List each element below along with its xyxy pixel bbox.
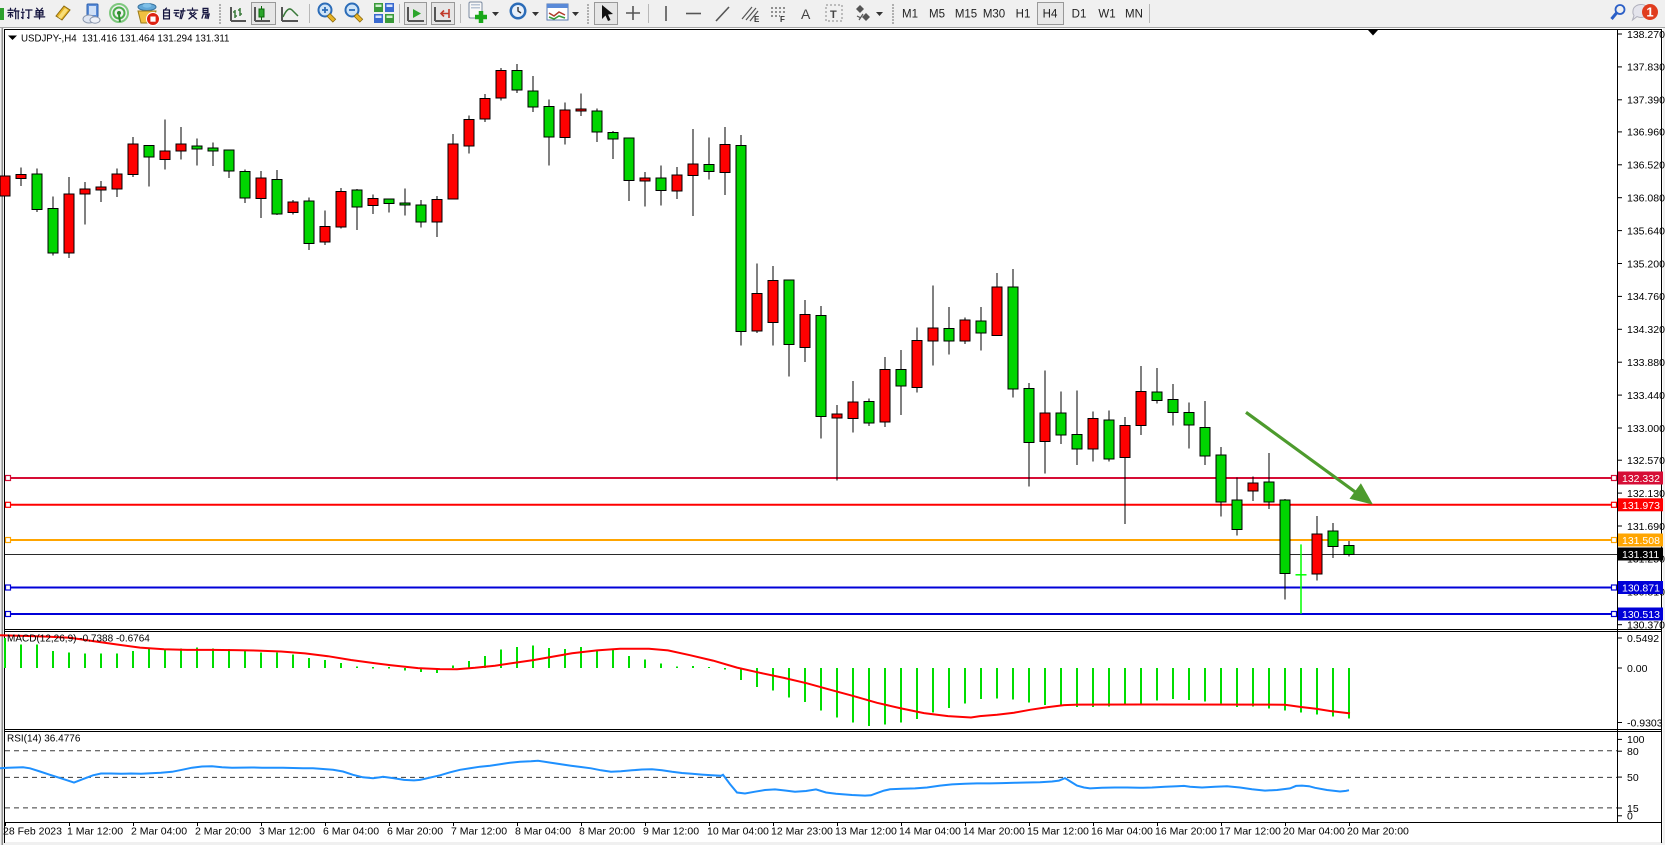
svg-text:100: 100 (1627, 734, 1645, 746)
svg-text:135.200: 135.200 (1627, 258, 1665, 270)
svg-text:12 Mar 23:00: 12 Mar 23:00 (771, 826, 833, 838)
svg-text:17 Mar 12:00: 17 Mar 12:00 (1219, 826, 1281, 838)
svg-text:15: 15 (1627, 803, 1639, 815)
svg-text:132.130: 132.130 (1627, 488, 1665, 500)
svg-text:1 Mar 12:00: 1 Mar 12:00 (67, 826, 123, 838)
svg-text:3 Mar 12:00: 3 Mar 12:00 (259, 826, 315, 838)
svg-text:2 Mar 20:00: 2 Mar 20:00 (195, 826, 251, 838)
svg-text:13 Mar 12:00: 13 Mar 12:00 (835, 826, 897, 838)
svg-text:H4: H4 (1043, 9, 1058, 21)
svg-text:0.00: 0.00 (1627, 663, 1648, 675)
svg-text:D1: D1 (1072, 9, 1087, 21)
svg-text:134.760: 134.760 (1627, 291, 1665, 303)
svg-text:20 Mar 04:00: 20 Mar 04:00 (1283, 826, 1345, 838)
svg-text:136.520: 136.520 (1627, 160, 1665, 172)
svg-text:131.508: 131.508 (1622, 535, 1660, 547)
svg-text:28 Feb 2023: 28 Feb 2023 (3, 826, 62, 838)
svg-text:1: 1 (1646, 5, 1653, 20)
svg-text:133.880: 133.880 (1627, 357, 1665, 369)
svg-text:131.973: 131.973 (1622, 500, 1660, 512)
svg-text:E: E (754, 15, 760, 24)
svg-text:M5: M5 (929, 9, 945, 21)
svg-text:133.000: 133.000 (1627, 423, 1665, 435)
svg-text:MACD(12,26,9) -0.7388 -0.6764: MACD(12,26,9) -0.7388 -0.6764 (7, 634, 150, 645)
svg-text:130.370: 130.370 (1627, 620, 1665, 632)
svg-text:16 Mar 04:00: 16 Mar 04:00 (1091, 826, 1153, 838)
svg-text:20 Mar 20:00: 20 Mar 20:00 (1347, 826, 1409, 838)
svg-text:0: 0 (1627, 811, 1633, 823)
svg-text:132.332: 132.332 (1622, 473, 1660, 485)
svg-text:134.320: 134.320 (1627, 324, 1665, 336)
svg-text:F: F (780, 15, 785, 24)
svg-text:9 Mar 12:00: 9 Mar 12:00 (643, 826, 699, 838)
svg-text:131.311: 131.311 (1622, 549, 1659, 561)
svg-text:14 Mar 04:00: 14 Mar 04:00 (899, 826, 961, 838)
svg-text:-0.9303: -0.9303 (1627, 717, 1663, 729)
svg-text:131.690: 131.690 (1627, 521, 1665, 533)
svg-text:2 Mar 04:00: 2 Mar 04:00 (131, 826, 187, 838)
svg-text:USDJPY-,H4 131.416 131.464 13: USDJPY-,H4 131.416 131.464 131.294 131.3… (21, 34, 229, 45)
svg-text:137.830: 137.830 (1627, 62, 1665, 74)
svg-text:MN: MN (1125, 9, 1143, 21)
svg-text:133.440: 133.440 (1627, 390, 1665, 402)
svg-text:132.570: 132.570 (1627, 455, 1665, 467)
svg-text:7 Mar 12:00: 7 Mar 12:00 (451, 826, 507, 838)
svg-text:M1: M1 (902, 9, 918, 21)
svg-text:137.390: 137.390 (1627, 95, 1665, 107)
svg-text:0.5492: 0.5492 (1627, 633, 1659, 645)
svg-text:6 Mar 04:00: 6 Mar 04:00 (323, 826, 379, 838)
svg-text:130.513: 130.513 (1622, 609, 1660, 621)
svg-text:80: 80 (1627, 746, 1639, 758)
svg-text:T: T (830, 9, 837, 21)
svg-text:130.871: 130.871 (1622, 583, 1660, 595)
svg-text:135.640: 135.640 (1627, 225, 1665, 237)
svg-text:8 Mar 04:00: 8 Mar 04:00 (515, 826, 571, 838)
svg-text:136.080: 136.080 (1627, 193, 1665, 205)
svg-text:RSI(14) 36.4776: RSI(14) 36.4776 (7, 734, 81, 745)
svg-text:H1: H1 (1016, 9, 1031, 21)
svg-text:M15: M15 (955, 9, 977, 21)
svg-text:M30: M30 (983, 9, 1005, 21)
svg-text:136.960: 136.960 (1627, 127, 1665, 139)
svg-text:16 Mar 20:00: 16 Mar 20:00 (1155, 826, 1217, 838)
svg-text:14 Mar 20:00: 14 Mar 20:00 (963, 826, 1025, 838)
svg-text:A: A (801, 6, 811, 22)
svg-text:10 Mar 04:00: 10 Mar 04:00 (707, 826, 769, 838)
svg-text:W1: W1 (1098, 9, 1115, 21)
svg-text:50: 50 (1627, 772, 1639, 784)
svg-text:8 Mar 20:00: 8 Mar 20:00 (579, 826, 635, 838)
svg-text:6 Mar 20:00: 6 Mar 20:00 (387, 826, 443, 838)
svg-text:138.270: 138.270 (1627, 29, 1665, 41)
svg-text:15 Mar 12:00: 15 Mar 12:00 (1027, 826, 1089, 838)
